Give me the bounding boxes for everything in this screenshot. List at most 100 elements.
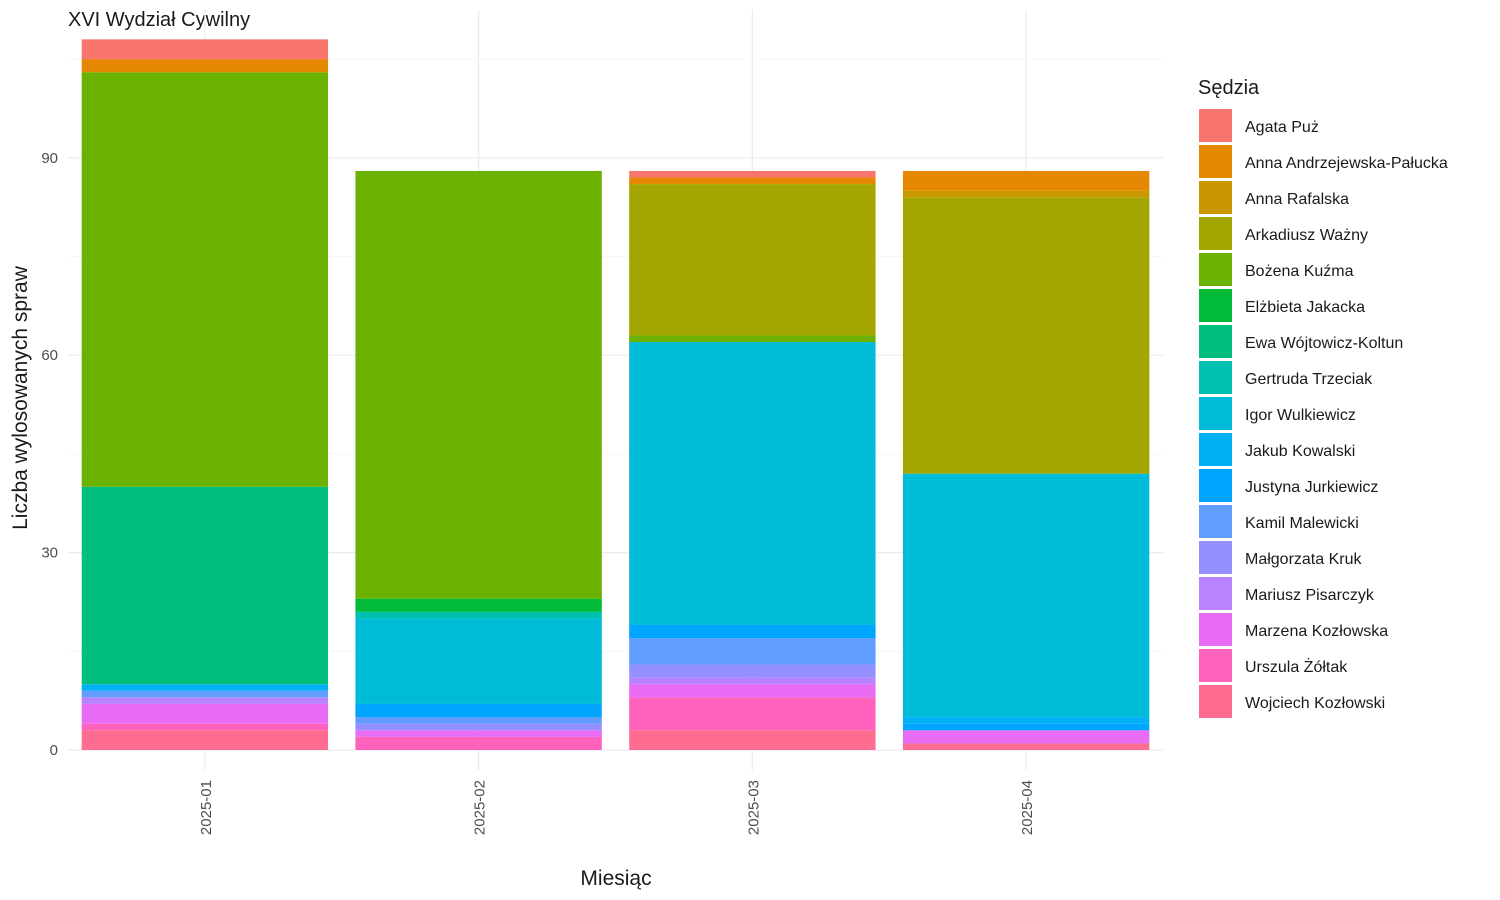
legend-item: Igor Wulkiewicz: [1199, 397, 1356, 430]
legend-item: Urszula Żółtak: [1199, 649, 1348, 682]
bar-segment: [355, 170, 602, 599]
bar-segment: [81, 723, 329, 731]
legend-item: Bożena Kuźma: [1199, 253, 1354, 286]
bar-segment: [355, 618, 602, 704]
bar-segment: [355, 703, 602, 718]
bar-segment: [902, 743, 1150, 750]
legend-label: Agata Puż: [1245, 119, 1319, 136]
legend-key: [1199, 541, 1232, 574]
legend-key: [1199, 613, 1232, 646]
legend-key: [1199, 649, 1232, 682]
bar-segment: [629, 170, 876, 178]
bar-segment: [355, 736, 602, 750]
bar-segment: [902, 197, 1150, 474]
bar-segment: [81, 486, 329, 685]
bar-segment: [81, 39, 329, 60]
legend-item: Agata Puż: [1199, 109, 1319, 142]
bar-segment: [629, 624, 876, 639]
x-axis-title: Miesiąc: [580, 867, 651, 890]
y-tick-label: 30: [41, 545, 58, 562]
bar-segment: [902, 170, 1150, 191]
x-tick-labels: 2025-01 2025-02 2025-03 2025-04: [198, 780, 1036, 835]
bar-segment: [355, 611, 602, 619]
legend-item: Kamil Malewicki: [1199, 505, 1359, 538]
legend-item: Marzena Kozłowska: [1199, 613, 1388, 646]
legend-label: Gertruda Trzeciak: [1245, 371, 1373, 388]
legend-key: [1199, 397, 1232, 430]
bar-segment: [81, 72, 329, 487]
y-tick-labels: 0 30 60 90: [41, 150, 58, 759]
legend: Agata Puż Anna Andrzejewska-Pałucka Anna R…: [1199, 109, 1448, 718]
bar-segment: [629, 730, 876, 750]
chart-title: XVI Wydział Cywilny: [68, 9, 250, 31]
legend-item: Małgorzata Kruk: [1199, 541, 1362, 574]
legend-key: [1199, 109, 1232, 142]
bar-segment: [81, 703, 329, 724]
bar-segment: [902, 190, 1150, 198]
bar-segment: [902, 730, 1150, 744]
bars: [81, 39, 1150, 750]
legend-item: Gertruda Trzeciak: [1199, 361, 1373, 394]
legend-item: Ewa Wójtowicz-Koltun: [1199, 325, 1403, 358]
bar-segment: [902, 473, 1150, 718]
y-tick-label: 0: [50, 742, 58, 759]
bar-segment: [629, 177, 876, 185]
bar-segment: [629, 184, 876, 336]
legend-label: Urszula Żółtak: [1245, 657, 1348, 676]
legend-key: [1199, 217, 1232, 250]
bar-segment: [629, 335, 876, 343]
legend-item: Anna Andrzejewska-Pałucka: [1199, 145, 1448, 178]
x-tick-label: 2025-03: [745, 780, 762, 835]
bar-segment: [629, 664, 876, 678]
bar-segment: [629, 684, 876, 698]
legend-label: Marzena Kozłowska: [1245, 623, 1388, 640]
bar-segment: [629, 677, 876, 685]
legend-item: Jakub Kowalski: [1199, 433, 1355, 466]
legend-label: Justyna Jurkiewicz: [1245, 479, 1378, 496]
legend-label: Anna Andrzejewska-Pałucka: [1245, 155, 1448, 172]
legend-label: Jakub Kowalski: [1245, 443, 1355, 460]
legend-label: Małgorzata Kruk: [1245, 551, 1362, 568]
bar-segment: [355, 598, 602, 612]
legend-key: [1199, 505, 1232, 538]
legend-item: Arkadiusz Ważny: [1199, 217, 1368, 250]
bar-segment: [629, 342, 876, 625]
legend-item: Wojciech Kozłowski: [1199, 685, 1385, 718]
bar-segment: [81, 59, 329, 73]
legend-label: Kamil Malewicki: [1245, 515, 1359, 532]
legend-label: Mariusz Pisarczyk: [1245, 587, 1375, 604]
x-tick-label: 2025-02: [472, 780, 489, 835]
bar-segment: [81, 697, 329, 704]
y-tick-label: 90: [41, 150, 58, 167]
legend-label: Elżbieta Jakacka: [1245, 299, 1365, 316]
x-tick-label: 2025-04: [1019, 780, 1036, 835]
bar-segment: [355, 723, 602, 731]
bar-segment: [629, 638, 876, 665]
legend-title: Sędzia: [1198, 77, 1260, 99]
y-axis-title: Liczba wylosowanych spraw: [9, 265, 32, 530]
bar-segment: [902, 717, 1150, 724]
legend-key: [1199, 361, 1232, 394]
legend-key: [1199, 685, 1232, 718]
legend-item: Mariusz Pisarczyk: [1199, 577, 1375, 610]
legend-key: [1199, 433, 1232, 466]
bar-segment: [902, 723, 1150, 731]
legend-item: Anna Rafalska: [1199, 181, 1349, 214]
legend-key: [1199, 577, 1232, 610]
legend-key: [1199, 145, 1232, 178]
legend-label: Arkadiusz Ważny: [1245, 227, 1368, 244]
legend-item: Elżbieta Jakacka: [1199, 289, 1365, 322]
legend-label: Ewa Wójtowicz-Koltun: [1245, 335, 1403, 352]
bar-segment: [81, 690, 329, 698]
legend-key: [1199, 469, 1232, 502]
y-tick-label: 60: [41, 347, 58, 364]
x-tick-label: 2025-01: [198, 780, 215, 835]
bar-segment: [355, 717, 602, 724]
bar-segment: [629, 697, 876, 731]
bar-segment: [81, 730, 329, 750]
legend-key: [1199, 253, 1232, 286]
legend-key: [1199, 289, 1232, 322]
legend-key: [1199, 181, 1232, 214]
legend-item: Justyna Jurkiewicz: [1199, 469, 1378, 502]
